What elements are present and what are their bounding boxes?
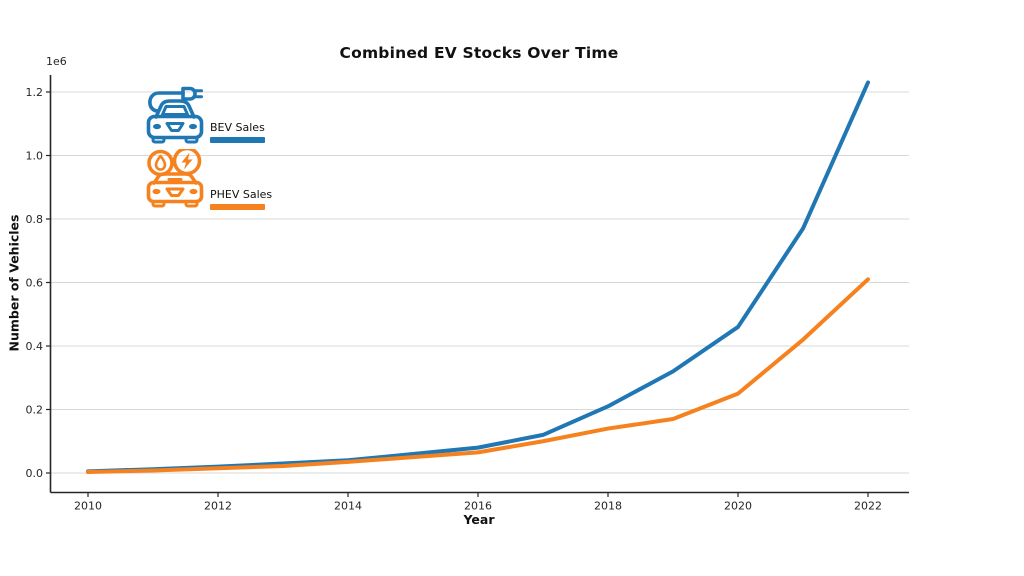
x-tick-label: 2022 <box>854 500 882 513</box>
legend-line-swatch-bev <box>210 137 265 143</box>
y-tick-label: 0.2 <box>26 404 44 417</box>
legend-text-phev: PHEV Sales <box>210 188 272 210</box>
legend-label-phev: PHEV Sales <box>210 188 273 201</box>
x-axis-label: Year <box>463 512 495 527</box>
y-tick-label: 0.4 <box>26 340 44 353</box>
x-tick-label: 2020 <box>724 500 752 513</box>
x-tick-label: 2010 <box>74 500 102 513</box>
x-tick-label: 2014 <box>334 500 362 513</box>
legend-entry-bev: BEV Sales <box>143 86 272 144</box>
y-tick-label: 0.6 <box>26 277 44 290</box>
y-tick-label: 1.0 <box>26 150 44 163</box>
x-tick-label: 2018 <box>594 500 622 513</box>
legend-text-bev: BEV Sales <box>210 121 265 143</box>
phev-sales-line <box>86 277 870 475</box>
y-tick-label: 0.0 <box>26 467 44 480</box>
x-tick-label: 2012 <box>204 500 232 513</box>
y-tick-label: 0.8 <box>26 213 44 226</box>
y-axis-label: Number of Vehicles <box>6 214 22 352</box>
x-tick-label: 2016 <box>464 500 492 513</box>
chart-legend: BEV Sales <box>143 86 272 216</box>
hybrid-car-fuel-bolt-icon <box>143 146 207 211</box>
legend-line-swatch-phev <box>210 204 265 210</box>
y-axis-offset-label: 1e6 <box>46 55 67 68</box>
y-tick-label: 1.2 <box>26 86 44 99</box>
legend-entry-phev: PHEV Sales <box>143 146 272 211</box>
electric-car-plug-icon <box>143 86 207 144</box>
chart-title: Combined EV Stocks Over Time <box>339 44 619 62</box>
legend-label-bev: BEV Sales <box>210 121 265 134</box>
